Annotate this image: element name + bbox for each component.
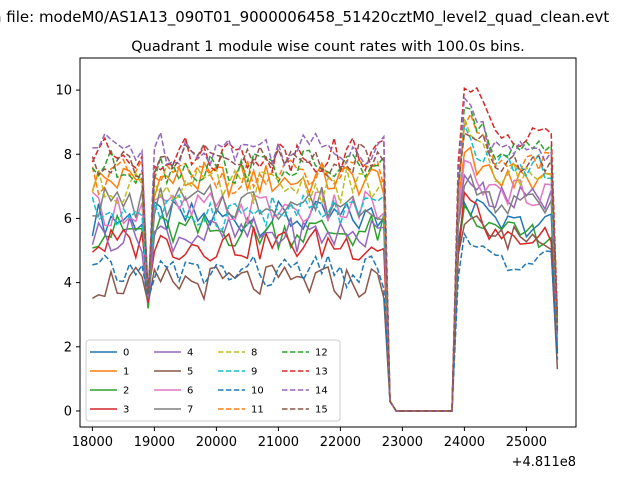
x-offset-label: +4.811e8 (512, 455, 576, 470)
legend-label-0: 0 (123, 348, 129, 359)
legend-label-4: 4 (187, 348, 193, 359)
series-line-4 (91, 173, 559, 412)
series-line-7 (92, 173, 559, 412)
x-tick-label: 18000 (72, 435, 113, 450)
x-tick-label: 20000 (196, 435, 237, 450)
y-axis: 0 2 4 6 8 10 (55, 84, 80, 419)
legend-box (85, 339, 341, 422)
y-tick-label: 4 (64, 276, 72, 291)
x-tick-label: 25000 (506, 435, 547, 450)
series-line-1 (91, 146, 559, 412)
y-tick-label: 2 (64, 340, 72, 355)
series-line-13 (91, 86, 559, 412)
y-tick-label: 6 (64, 212, 72, 227)
legend-label-15: 15 (315, 405, 328, 416)
x-tick-label: 19000 (134, 435, 175, 450)
y-tick-label: 8 (64, 148, 72, 163)
legend-label-9: 9 (251, 367, 257, 378)
series-line-5 (92, 215, 559, 412)
x-tick-label: 24000 (444, 435, 485, 450)
series-line-0 (91, 198, 559, 412)
series-line-15 (91, 132, 559, 412)
legend-label-7: 7 (187, 405, 193, 416)
legend-label-11: 11 (251, 405, 264, 416)
y-tick-label: 10 (55, 84, 72, 99)
legend-label-14: 14 (315, 386, 328, 397)
series-line-6 (91, 159, 559, 412)
series-line-9 (91, 122, 559, 412)
legend-label-12: 12 (315, 348, 328, 359)
chart-title: Quadrant 1 module wise count rates with … (131, 39, 525, 55)
figure-suptitle: n file: modeM0/AS1A13_090T01_9000006458_… (0, 8, 609, 27)
legend-label-13: 13 (315, 367, 328, 378)
series-layer (91, 86, 559, 412)
x-tick-label: 22000 (320, 435, 361, 450)
series-line-14 (92, 96, 559, 412)
legend-label-10: 10 (251, 386, 264, 397)
legend-label-1: 1 (123, 367, 129, 378)
series-line-3 (91, 190, 559, 412)
legend-label-2: 2 (123, 386, 129, 397)
axes-frame (79, 57, 577, 428)
y-tick-label: 0 (64, 404, 72, 419)
series-line-12 (91, 106, 559, 412)
series-line-2 (92, 203, 559, 412)
x-axis: 18000 19000 20000 21000 22000 23000 24000 25000 (72, 427, 547, 450)
legend-label-5: 5 (187, 367, 193, 378)
legend-label-3: 3 (123, 405, 129, 416)
series-line-11 (91, 112, 559, 412)
x-tick-label: 23000 (382, 435, 423, 450)
x-tick-label: 21000 (258, 435, 299, 450)
series-line-10 (92, 231, 559, 412)
legend-label-8: 8 (251, 348, 257, 359)
series-line-8 (91, 117, 559, 412)
legend-label-6: 6 (187, 386, 193, 397)
